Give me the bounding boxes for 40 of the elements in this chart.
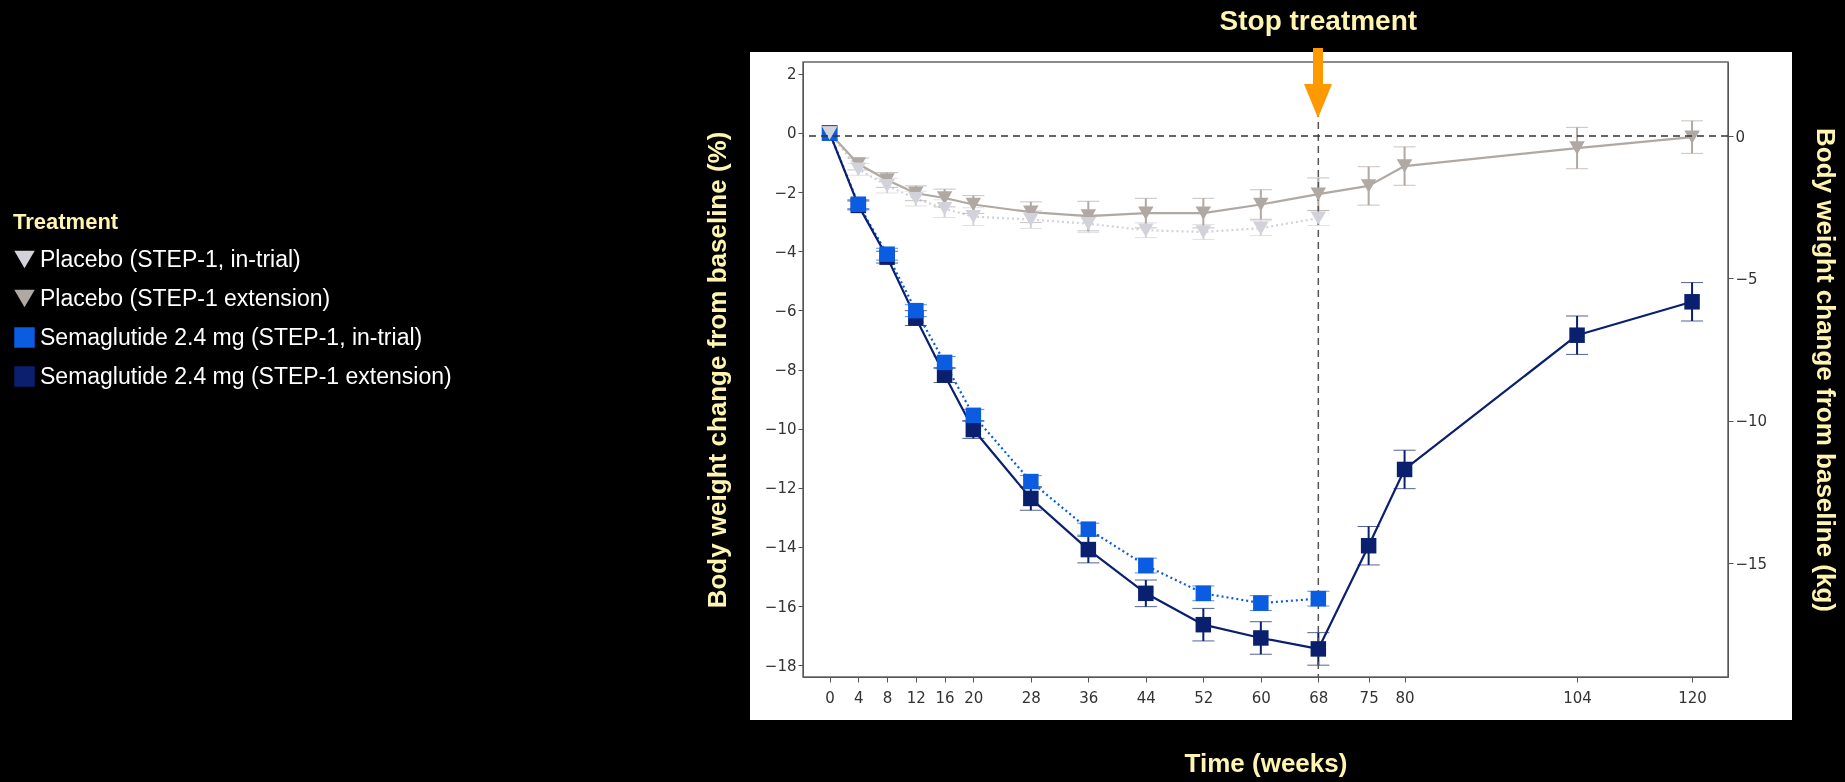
legend-label: Placebo (STEP-1 extension) (40, 284, 331, 311)
y-tick-label: −2 (774, 183, 797, 202)
x-tick-label: 12 (906, 688, 926, 707)
y-tick-label: 0 (786, 124, 797, 143)
legend-title: Treatment (13, 209, 119, 234)
y2-tick-label: 0 (1735, 127, 1746, 146)
y-tick-label: −16 (764, 597, 797, 616)
ref-line-label: Stop treatment (1219, 5, 1418, 36)
x-tick-label: 8 (882, 688, 893, 707)
x-tick-label: 75 (1359, 688, 1379, 707)
x-tick-label: 4 (854, 688, 864, 707)
x-tick-label: 20 (964, 688, 984, 707)
y2-tick-label: −10 (1735, 412, 1768, 431)
y-tick-label: −6 (774, 301, 797, 320)
x-tick-label: 16 (935, 688, 955, 707)
x-tick-label: 80 (1395, 688, 1415, 707)
y-tick-label: −18 (764, 656, 797, 675)
y-tick-label: −12 (764, 479, 797, 498)
x-tick-label: 0 (825, 688, 835, 707)
y-axis-title: Body weight change from baseline (%) (701, 131, 732, 609)
y2-axis-title: Body weight change from baseline (kg) (1811, 128, 1842, 612)
y-tick-label: −10 (764, 420, 797, 439)
x-tick-label: 60 (1251, 688, 1271, 707)
legend-label: Placebo (STEP-1, in-trial) (40, 245, 301, 272)
legend-label: Semaglutide 2.4 mg (STEP-1 extension) (40, 362, 452, 389)
x-tick-label: 44 (1136, 688, 1156, 707)
x-tick-label: 52 (1194, 688, 1214, 707)
x-tick-label: 28 (1021, 688, 1041, 707)
y2-tick-label: −5 (1735, 269, 1758, 288)
x-tick-label: 36 (1079, 688, 1099, 707)
x-axis-title: Time (weeks) (1184, 747, 1348, 778)
y-tick-label: 2 (786, 65, 797, 84)
y-tick-label: −8 (774, 361, 797, 379)
y-tick-label: −14 (764, 538, 797, 557)
x-tick-label: 104 (1563, 688, 1592, 707)
legend-label: Semaglutide 2.4 mg (STEP-1, in-trial) (40, 323, 423, 350)
y-tick-label: −4 (774, 242, 797, 261)
y2-tick-label: −15 (1735, 554, 1768, 573)
x-tick-label: 120 (1678, 688, 1707, 707)
x-tick-label: 68 (1309, 688, 1329, 707)
